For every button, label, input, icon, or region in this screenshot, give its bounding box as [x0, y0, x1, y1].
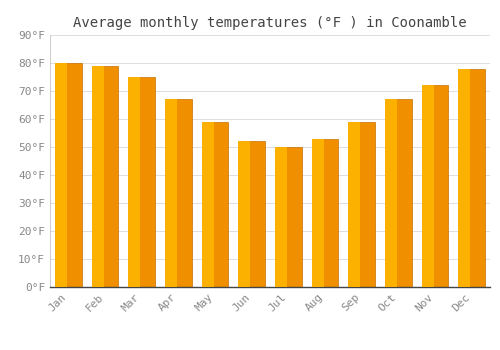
Bar — [348, 122, 360, 287]
Bar — [165, 99, 192, 287]
Bar — [422, 85, 448, 287]
Bar — [458, 69, 485, 287]
Bar — [165, 99, 177, 287]
Bar — [55, 63, 67, 287]
Title: Average monthly temperatures (°F ) in Coonamble: Average monthly temperatures (°F ) in Co… — [73, 16, 467, 30]
Bar — [385, 99, 411, 287]
Bar — [422, 85, 434, 287]
Bar — [92, 66, 118, 287]
Bar — [128, 77, 155, 287]
Bar — [55, 63, 82, 287]
Bar — [238, 141, 250, 287]
Bar — [348, 122, 375, 287]
Bar — [312, 139, 324, 287]
Bar — [275, 147, 301, 287]
Bar — [458, 69, 470, 287]
Bar — [275, 147, 287, 287]
Bar — [202, 122, 213, 287]
Bar — [92, 66, 104, 287]
Bar — [238, 141, 265, 287]
Bar — [202, 122, 228, 287]
Bar — [312, 139, 338, 287]
Bar — [385, 99, 397, 287]
Bar — [128, 77, 140, 287]
